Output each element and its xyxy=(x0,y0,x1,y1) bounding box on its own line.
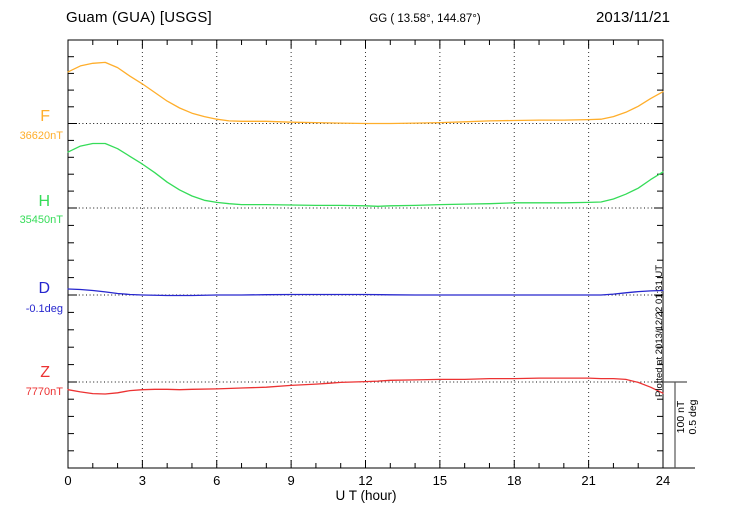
channel-baseline-f: 36620nT xyxy=(19,130,63,142)
x-axis-label: U T (hour) xyxy=(335,488,397,503)
x-tick-label: 12 xyxy=(358,473,373,488)
x-tick-label: 15 xyxy=(432,473,448,488)
x-tick-label: 0 xyxy=(64,473,72,488)
channel-label-d: D xyxy=(38,280,50,297)
scale-bar-deg-label: 0.5 deg xyxy=(687,399,699,435)
geographic-coordinates: GG ( 13.58°, 144.87°) xyxy=(369,13,481,25)
x-tick-label: 3 xyxy=(138,473,146,488)
station-title: Guam (GUA) [USGS] xyxy=(66,9,212,26)
channel-label-h: H xyxy=(38,193,50,210)
channel-baseline-d: -0.1deg xyxy=(25,303,63,315)
x-tick-label: 21 xyxy=(581,473,596,488)
plot-date: 2013/11/21 xyxy=(596,9,670,26)
plotted-at-timestamp: Plotted at 2013/12/22 01:31 UT xyxy=(654,264,665,397)
x-tick-label: 9 xyxy=(287,473,295,488)
channel-baseline-z: 7770nT xyxy=(25,386,63,398)
x-tick-label: 18 xyxy=(507,473,522,488)
x-tick-label: 24 xyxy=(655,473,671,488)
scale-bar-label: 100 nT 0.5 deg xyxy=(675,388,701,446)
scale-bar-nt-label: 100 nT xyxy=(675,400,687,434)
x-tick-label: 6 xyxy=(213,473,221,488)
channel-label-z: Z xyxy=(40,364,50,381)
channel-label-f: F xyxy=(40,108,50,125)
channel-baseline-h: 35450nT xyxy=(19,214,63,226)
